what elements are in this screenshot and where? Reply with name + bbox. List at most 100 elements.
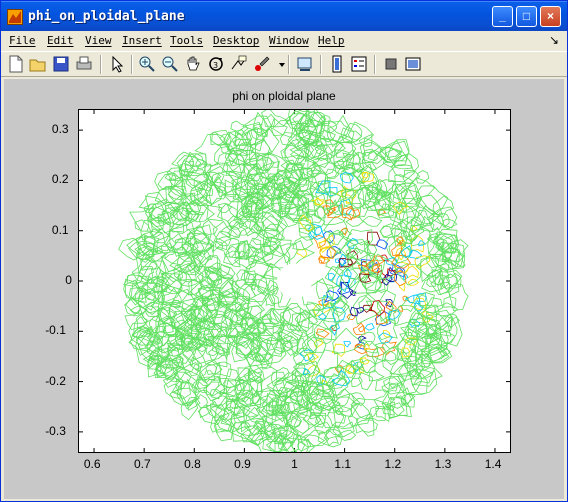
brush-dropdown-icon[interactable] [273,55,285,73]
contour-line [341,188,355,199]
brush-icon[interactable] [253,55,271,73]
contour-line [380,189,404,214]
contour-line [297,139,310,150]
contour-line [405,294,421,304]
contour-line [352,274,382,294]
contour-line [304,141,329,163]
insert-colorbar-icon[interactable] [328,55,346,73]
menu-help[interactable]: Help [318,34,345,47]
menu-edit[interactable]: Edit [47,34,74,47]
toolbar-separator [131,55,133,74]
menu-view[interactable]: View [85,34,112,47]
contour-line [333,299,350,317]
plot-axes[interactable] [78,109,511,453]
contour-line [223,378,245,397]
contour-line [219,280,241,308]
open-file-icon[interactable] [29,55,47,73]
contour-line [239,316,261,335]
contour-line [392,182,418,207]
pan-hand-icon[interactable] [184,55,202,73]
contour-line [278,203,291,219]
contour-line [291,191,310,212]
contour-line [267,167,301,192]
contour-line [181,236,205,255]
contour-line [236,240,250,258]
rotate-3d-icon[interactable]: 3 [207,55,225,73]
contour-line [254,336,287,366]
hide-plot-tools-icon[interactable] [382,55,400,73]
contour-line [166,221,196,243]
contour-line [208,345,228,368]
link-plot-icon[interactable] [296,55,314,73]
contour-line [426,253,448,269]
contour-line [415,194,443,216]
zoom-out-icon[interactable] [161,55,179,73]
menu-window[interactable]: Window [269,34,309,47]
contour-line [355,419,375,437]
contour-line [388,164,416,183]
contour-line [131,258,159,285]
contour-line [129,305,141,315]
contour-line [434,241,460,271]
contour-line [301,333,318,354]
contour-line [379,146,403,163]
contour-line [222,186,250,203]
contour-line [230,221,253,236]
insert-legend-icon[interactable] [350,55,368,73]
figure-toolbar: 3 [1,51,567,77]
contour-line [409,308,424,326]
contour-line [173,255,197,281]
dock-arrow-icon[interactable]: ↘ [548,33,559,47]
contour-line [245,246,271,263]
contour-line [129,206,155,232]
contour-line [354,343,362,349]
y-tick-label: 0.2 [51,172,69,187]
contour-line [146,276,165,303]
contour-line [407,177,436,201]
contour-line [192,295,211,310]
contour-line [316,280,335,300]
title-bar[interactable]: phi_on_ploidal_plane _ □ × [1,1,567,31]
contour-line [189,278,213,307]
contour-line [310,388,336,411]
contour-line [358,295,373,312]
contour-line [311,172,330,193]
menu-insert[interactable]: Insert [122,34,162,47]
close-button[interactable]: × [540,6,561,27]
maximize-button[interactable]: □ [516,6,537,27]
contour-line [275,170,291,186]
contour-line [305,380,338,412]
contour-line [251,178,276,210]
new-figure-icon[interactable] [7,55,25,73]
contour-line [189,232,213,254]
save-icon[interactable] [52,55,70,73]
contour-line [274,186,288,201]
contour-line [209,388,222,400]
print-icon[interactable] [75,55,93,73]
contour-line [358,133,373,148]
contour-line [352,163,379,189]
contour-line [197,286,221,306]
contour-line [242,284,268,303]
contour-line [410,234,424,253]
menu-file[interactable]: File [9,34,36,47]
contour-line [376,239,389,250]
contour-line [366,231,381,246]
contour-line [388,238,412,264]
contour-line [171,369,199,410]
contour-line [230,120,249,138]
minimize-button[interactable]: _ [492,6,513,27]
contour-line [407,317,426,334]
contour-line [364,343,370,350]
contour-line [297,434,326,448]
data-cursor-icon[interactable] [230,55,248,73]
menu-tools[interactable]: Tools [170,34,204,47]
zoom-in-icon[interactable] [138,55,156,73]
menu-desktop[interactable]: Desktop [213,34,260,47]
contour-line [316,328,330,338]
contour-line [205,297,234,318]
edit-plot-arrow-icon[interactable] [108,55,126,73]
contour-line [164,173,180,182]
show-plot-tools-icon[interactable] [404,55,422,73]
contour-line [365,289,396,325]
